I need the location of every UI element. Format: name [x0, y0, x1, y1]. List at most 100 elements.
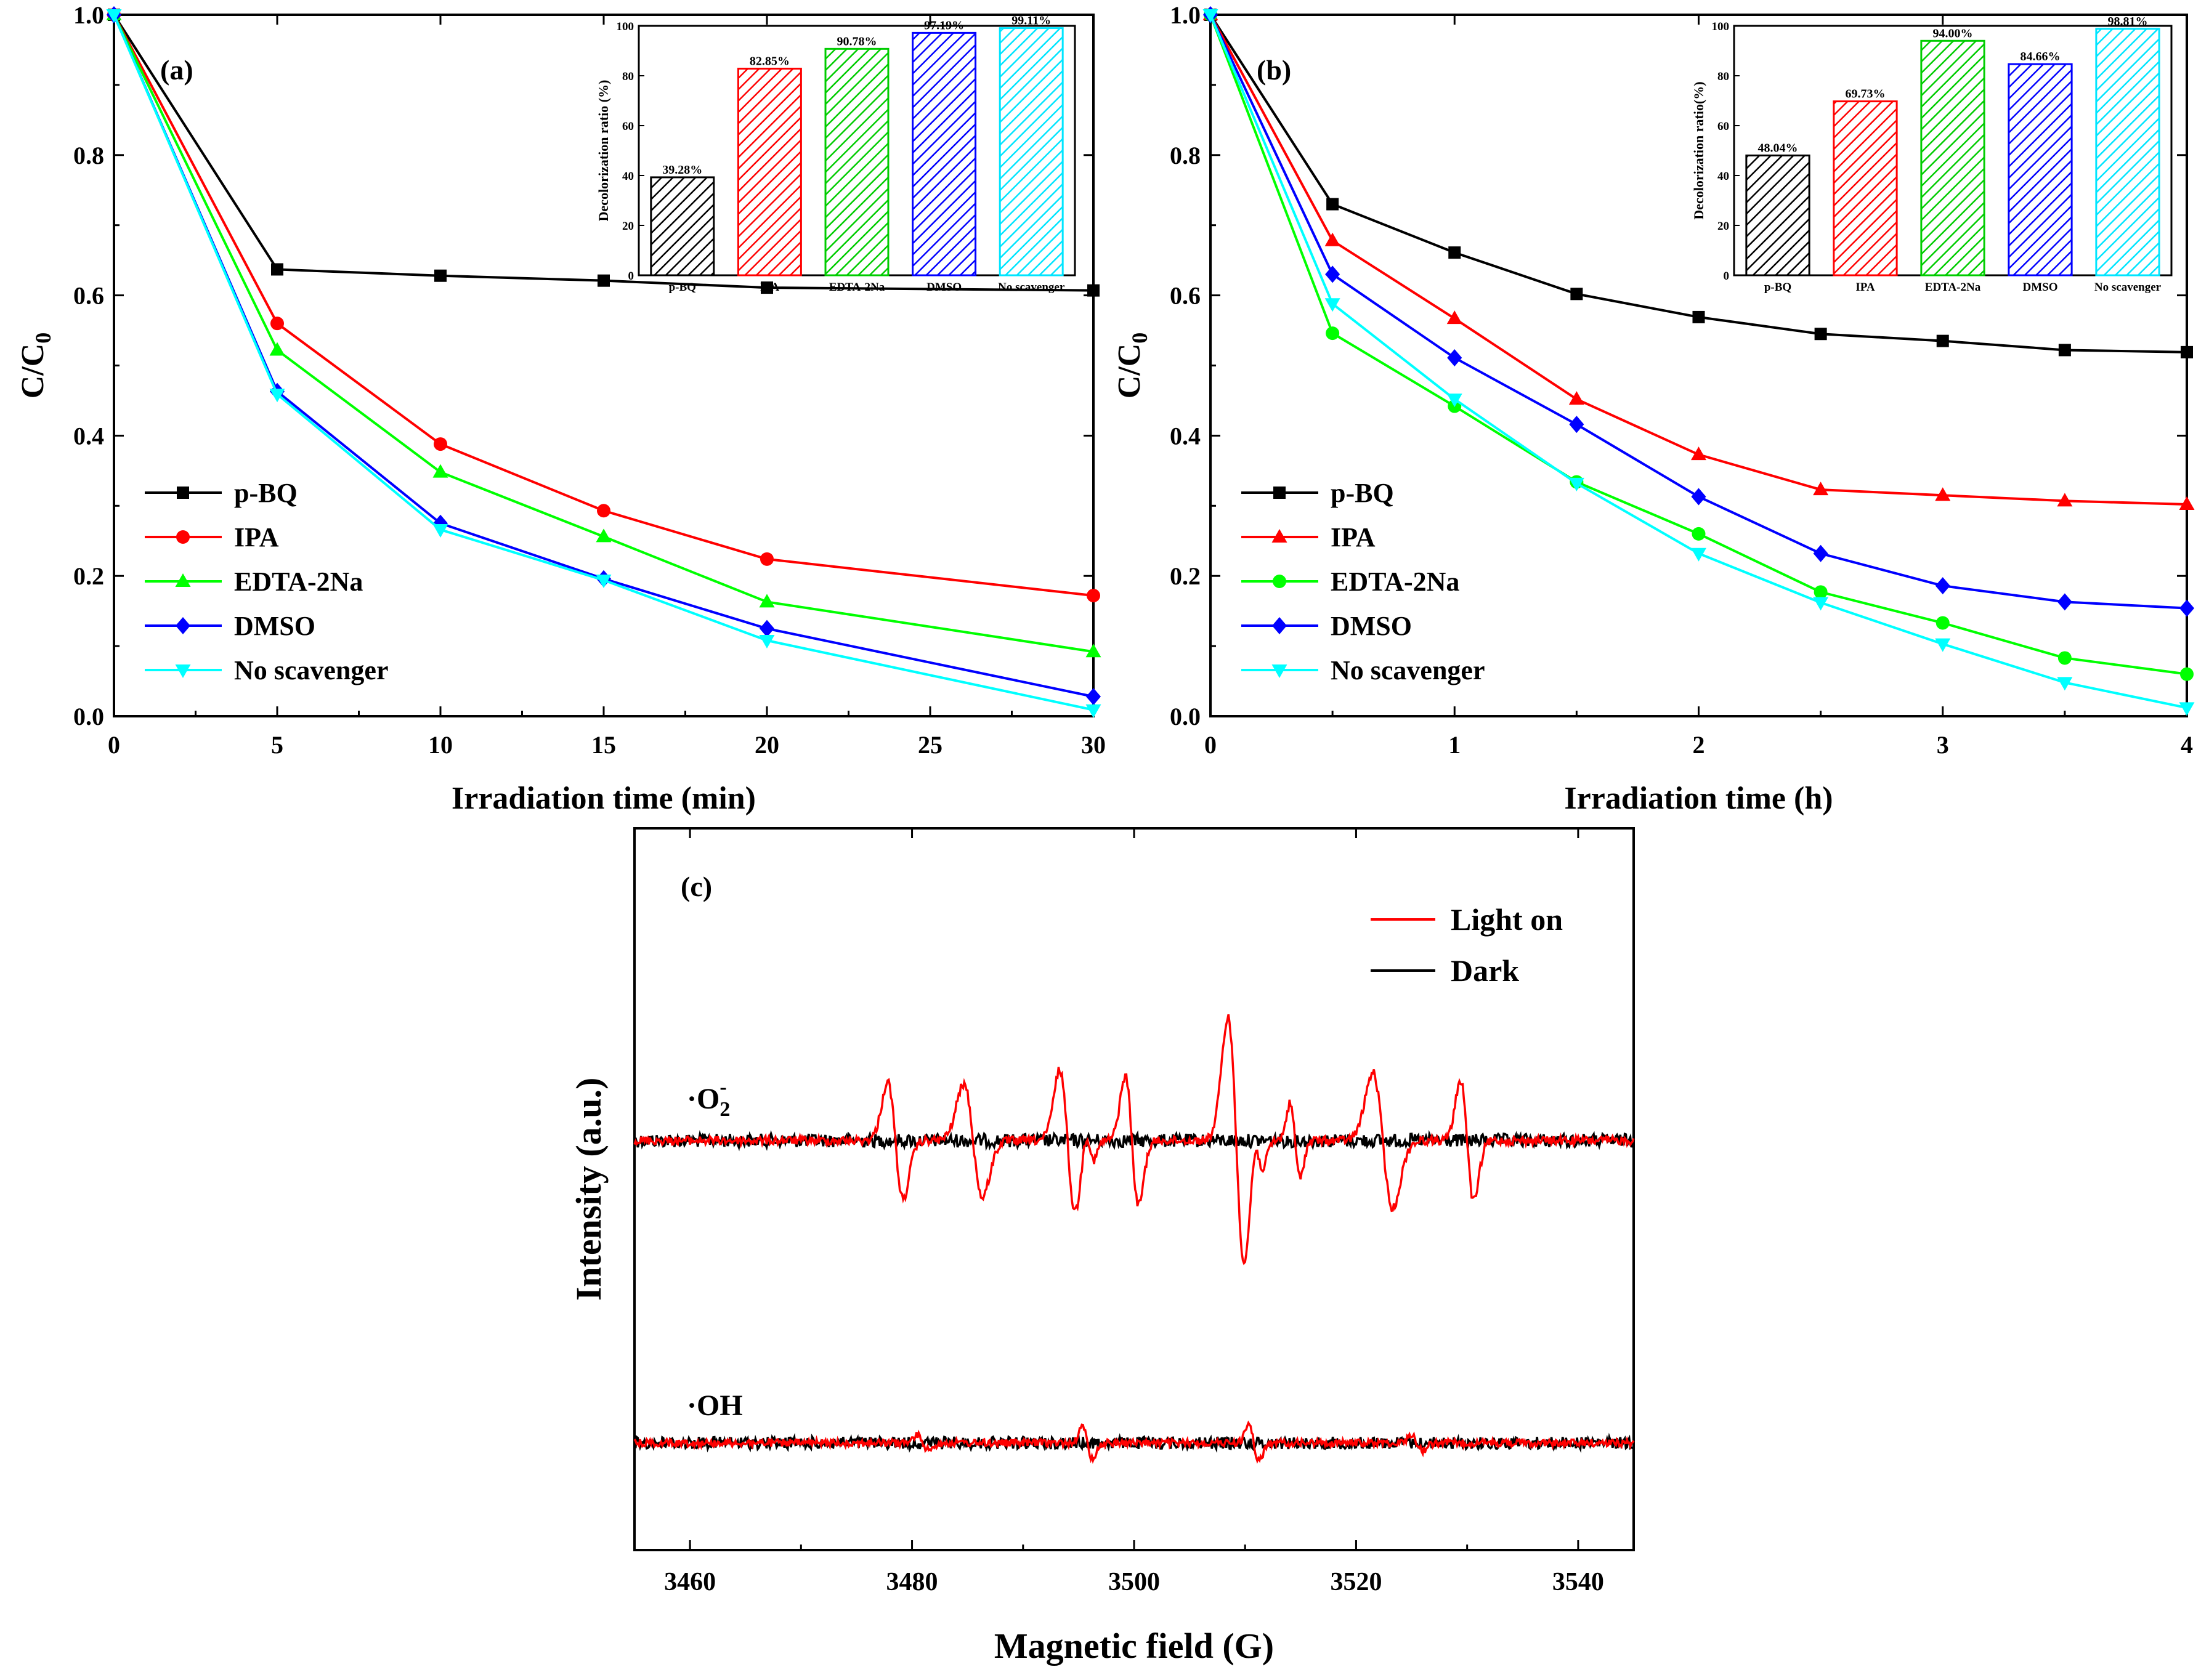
inset-bar [824, 47, 890, 277]
data-point [106, 9, 122, 23]
x-tick-label: 3 [1937, 731, 1949, 759]
legend-label: IPA [1331, 522, 1376, 552]
series-line [113, 14, 1094, 597]
inset-category-label: IPA [760, 281, 780, 294]
oh-light-spectrum [633, 1420, 1635, 1464]
data-point [1813, 544, 1828, 562]
y-axis-label: Intensity (a.u.) [569, 1078, 609, 1301]
data-point [1936, 334, 1949, 347]
inset-category-label: EDTA-2Na [1925, 281, 1981, 294]
x-tick-label: 3500 [1108, 1568, 1160, 1596]
data-point [1813, 482, 1829, 496]
inset-bar-label: 99.11% [1011, 14, 1051, 28]
y-tick-label: 1.0 [1170, 1, 1201, 29]
data-point [597, 504, 610, 518]
data-point [1448, 246, 1461, 259]
inset-bar-label: 39.28% [662, 163, 702, 177]
panel-label: (b) [1257, 54, 1291, 86]
chart-b: 0 1 2 3 4 0.0 0.2 0.4 0.6 0.8 1.0 Irradiation time … [1112, 1, 2195, 816]
data-point [1086, 688, 1101, 706]
y-axis-label: C/C0 [15, 333, 55, 399]
inset-bar-label: 98.81% [2108, 15, 2148, 28]
data-point [1568, 477, 1584, 491]
data-point [271, 263, 283, 276]
legend-label: No scavenger [234, 655, 389, 685]
y-tick-label: 0.8 [73, 142, 104, 169]
x-tick-label: 1 [1448, 731, 1461, 759]
panel-label: (a) [160, 54, 193, 86]
inset-category-label: IPA [1855, 281, 1875, 294]
data-point [1692, 310, 1705, 323]
data-point [1324, 232, 1340, 246]
inset-bar-label: 84.66% [2021, 50, 2061, 63]
inset-bar-label: 90.78% [837, 34, 877, 48]
legend-label: IPA [234, 522, 279, 552]
y-tick-label: 1.0 [73, 1, 104, 29]
oh-radical-label: ·OH [687, 1389, 743, 1422]
data-point [1446, 394, 1462, 408]
data-point [761, 281, 773, 294]
x-tick-label: 30 [1081, 731, 1106, 759]
data-point [1087, 589, 1100, 603]
inset-y-tick-label: 20 [1717, 220, 1729, 233]
inset-bar-label: 97.19% [924, 18, 964, 32]
x-tick-label: 0 [108, 731, 120, 759]
legend-marker [1273, 487, 1286, 499]
inset-bar-label: 48.04% [1758, 141, 1798, 155]
data-point [759, 634, 775, 648]
data-point [1935, 487, 1951, 501]
data-point [1446, 310, 1462, 325]
data-point [760, 552, 774, 566]
data-point [596, 528, 612, 543]
series-line [113, 14, 1094, 711]
y-tick-label: 0.0 [73, 703, 104, 730]
data-point [1085, 704, 1101, 718]
x-tick-label: 3540 [1552, 1568, 1604, 1596]
inset-y-tick-label: 80 [1717, 70, 1729, 83]
inset-bar [999, 27, 1064, 277]
inset-y-tick-label: 100 [1712, 20, 1730, 33]
inset-category-label: EDTA-2Na [829, 281, 885, 294]
inset-bar [912, 31, 977, 277]
inset-bar [1745, 154, 1810, 277]
legend-marker [1273, 575, 1286, 588]
x-tick-label: 3520 [1330, 1568, 1382, 1596]
series-line [113, 14, 1094, 292]
y-tick-label: 0.6 [73, 282, 104, 310]
data-point [1325, 265, 1340, 283]
inset-bar [650, 176, 715, 277]
legend-marker [175, 573, 191, 587]
inset-y-axis-label: Decolorization ratio (%) [596, 80, 611, 222]
x-tick-label: 3460 [664, 1568, 716, 1596]
data-point [1935, 577, 1950, 595]
inset-y-tick-label: 60 [1717, 120, 1729, 133]
inset-y-tick-label: 60 [622, 120, 634, 133]
legend-label: p-BQ [1331, 478, 1394, 508]
data-point [269, 342, 285, 356]
y-tick-label: 0.2 [73, 562, 104, 590]
data-point [1569, 416, 1584, 434]
y-tick-label: 0.4 [73, 422, 104, 450]
x-tick-label: 0 [1204, 731, 1217, 759]
inset-category-label: p-BQ [1764, 281, 1791, 294]
data-point [1691, 446, 1706, 461]
data-point [1326, 198, 1339, 211]
inset-bar [2095, 28, 2160, 277]
inset-y-tick-label: 40 [622, 170, 634, 183]
legend-marker [176, 530, 190, 544]
legend-label: EDTA-2Na [234, 567, 363, 597]
y-tick-label: 0.6 [1170, 282, 1201, 310]
inset-y-axis-label: Decolorization ratio(%) [1691, 81, 1706, 219]
chart-a: 0 5 10 15 20 25 30 0.0 0.2 0.4 0.6 0.8 1.0 Irradiatio… [15, 1, 1106, 816]
data-point [434, 269, 447, 282]
data-point [432, 524, 448, 538]
data-point [434, 437, 447, 451]
legend-label: p-BQ [234, 478, 298, 508]
data-point [1692, 527, 1706, 541]
data-point [1813, 597, 1829, 611]
data-point [2179, 496, 2195, 511]
data-point [1936, 616, 1950, 630]
inset-y-tick-label: 40 [1717, 170, 1729, 183]
x-tick-label: 4 [2181, 731, 2193, 759]
inset-y-tick-label: 0 [1724, 270, 1730, 283]
